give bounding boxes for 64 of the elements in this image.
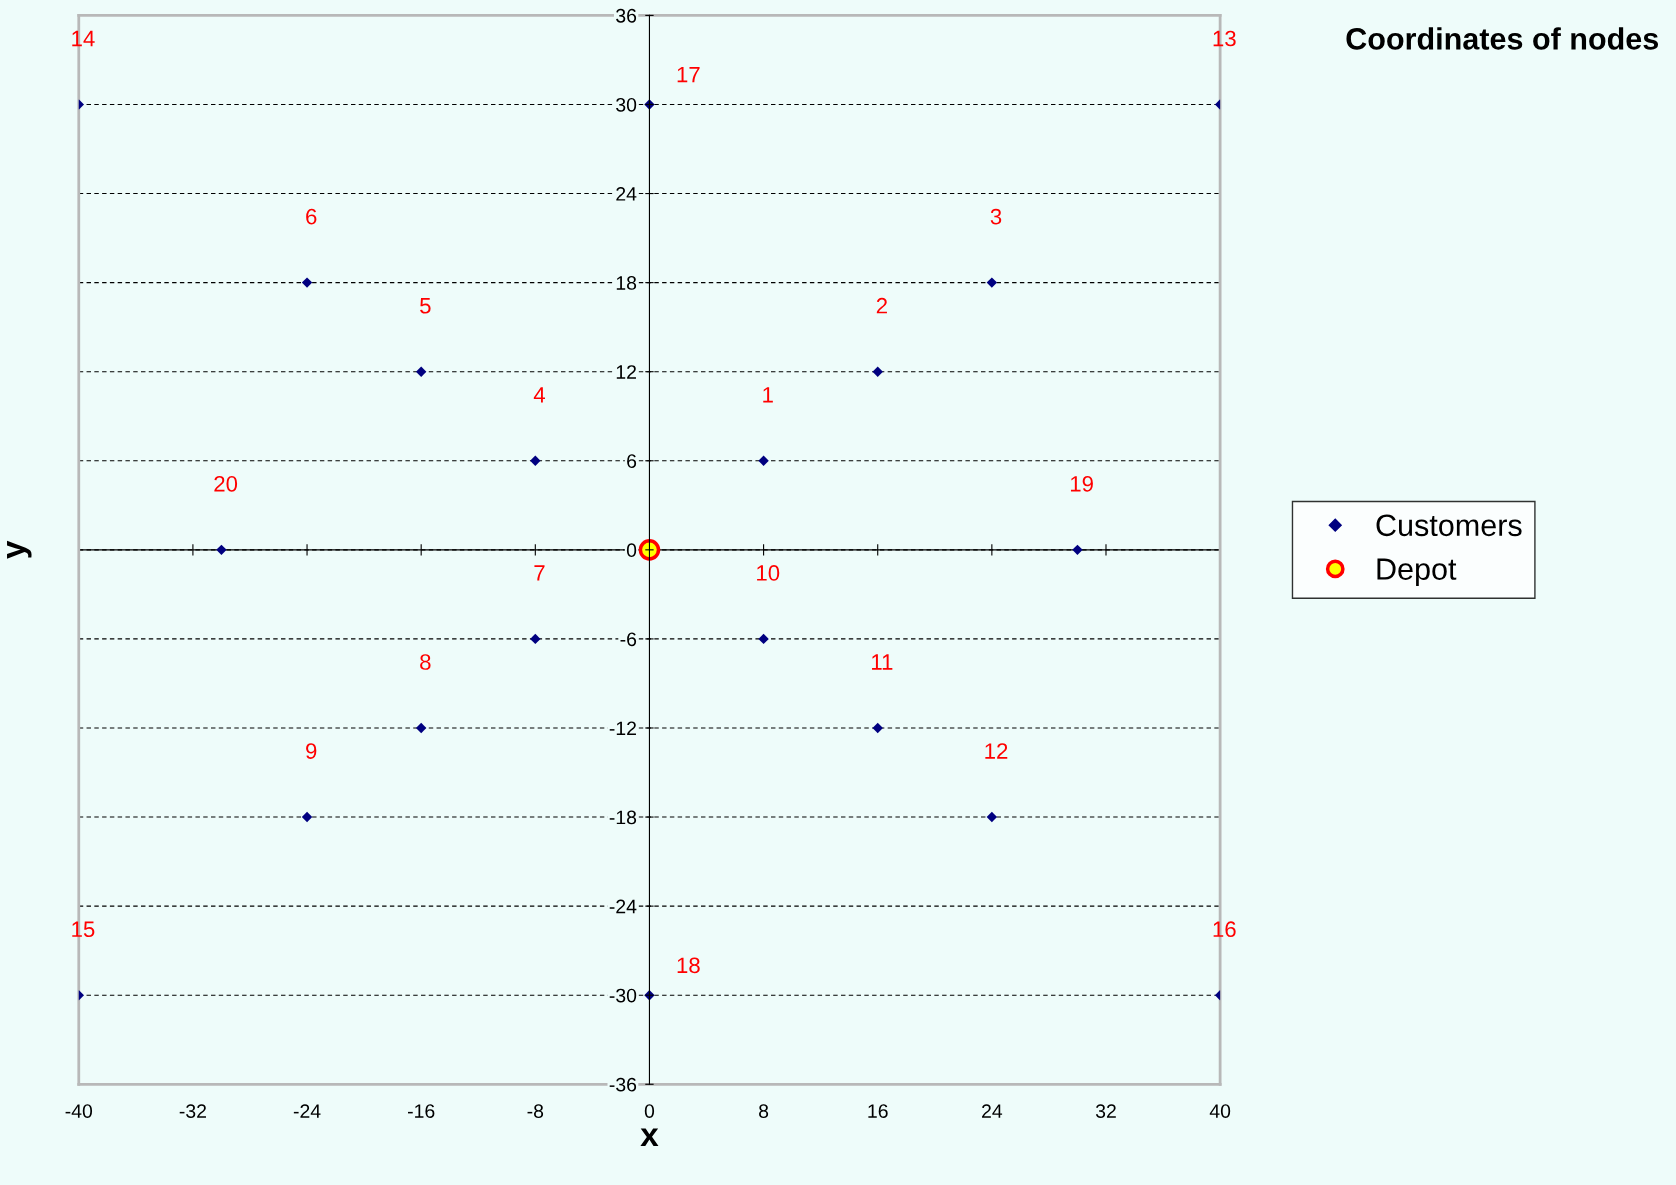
y-tick-label: 30 (616, 97, 637, 112)
point (415, 722, 427, 734)
x-tick-label: 0 (644, 1104, 655, 1118)
x-tick-label: -16 (407, 1104, 435, 1118)
x-tick-label: -8 (527, 1104, 544, 1118)
x-tick-label: 8 (759, 1104, 769, 1118)
annotation: 9 (306, 743, 317, 759)
annotation: 7 (534, 565, 545, 581)
annotation: 19 (1070, 475, 1093, 492)
annotation: 6 (306, 208, 317, 225)
x-axis-title: x (640, 1128, 659, 1146)
y-tick-label: 12 (616, 365, 636, 379)
y-tick-label: -36 (609, 1077, 637, 1092)
annotation: 10 (757, 565, 780, 581)
annotation: 2 (876, 297, 887, 314)
point (758, 455, 769, 466)
y-tick-label: 18 (616, 276, 637, 290)
point (986, 277, 998, 288)
y-tick-label: -18 (609, 810, 637, 825)
annotation: 1 (763, 387, 773, 403)
annotation: 18 (677, 957, 700, 974)
point (301, 277, 313, 288)
annotation: 17 (677, 66, 700, 83)
point (758, 633, 769, 645)
legend-label: Depot (1377, 558, 1457, 586)
point (530, 633, 541, 645)
annotation: 20 (214, 475, 238, 492)
y-axis-title: y (7, 540, 32, 559)
point (301, 811, 313, 823)
y-tick-label: -6 (620, 632, 637, 647)
annotation: 16 (1213, 921, 1236, 938)
point (986, 811, 998, 823)
annotation: 5 (420, 298, 431, 314)
point (872, 366, 883, 377)
annotation: 14 (72, 30, 95, 47)
annotation: 8 (420, 654, 431, 670)
point (216, 544, 227, 556)
annotation: 4 (533, 387, 546, 403)
annotation: 11 (872, 654, 893, 670)
point (530, 455, 541, 466)
legend-label: Customers (1376, 514, 1522, 537)
x-tick-label: 40 (1209, 1104, 1231, 1118)
annotation: 13 (1213, 30, 1236, 47)
y-tick-label: 24 (616, 187, 637, 201)
point (1072, 544, 1083, 556)
x-tick-label: -24 (293, 1104, 321, 1118)
y-tick-label: 36 (616, 8, 637, 23)
x-tick-label: 24 (982, 1104, 1003, 1118)
x-tick-label: -32 (179, 1104, 206, 1118)
y-tick-label: -12 (609, 721, 636, 736)
y-tick-label: -30 (609, 988, 637, 1003)
point (638, 539, 661, 561)
x-tick-label: 16 (868, 1104, 888, 1118)
text: Coordinates of nodes (1346, 27, 1659, 50)
annotation: 12 (985, 743, 1008, 759)
y-tick-label: 6 (627, 454, 637, 468)
x-tick-label: -40 (65, 1104, 93, 1118)
annotation: 15 (72, 921, 95, 938)
x-tick-label: 32 (1095, 1104, 1116, 1118)
annotation: 3 (990, 208, 1002, 225)
y-tick-label: 0 (626, 543, 637, 558)
point (415, 366, 427, 377)
y-tick-label: -24 (609, 899, 637, 914)
point (872, 722, 883, 734)
